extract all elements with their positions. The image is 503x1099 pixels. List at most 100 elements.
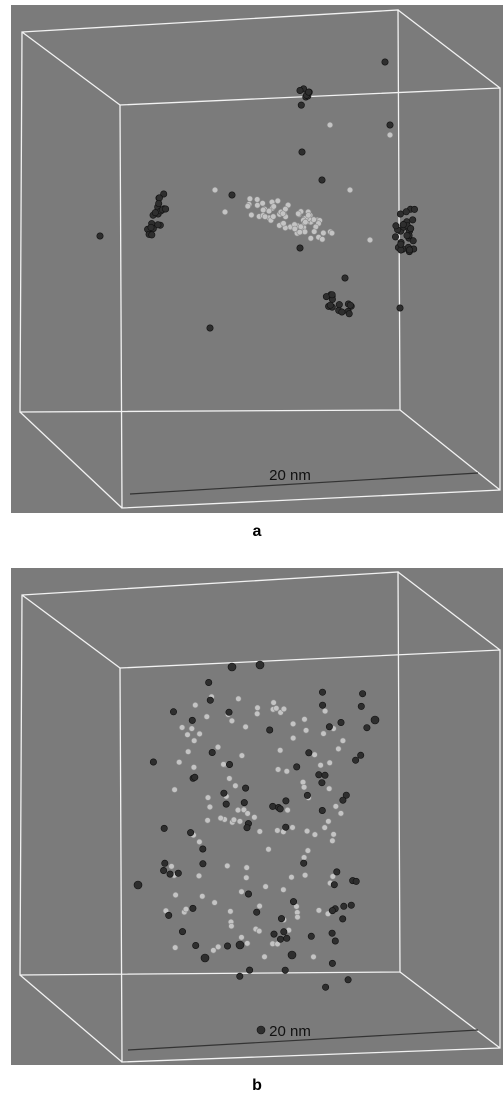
atom — [353, 878, 359, 884]
atom — [179, 725, 185, 731]
atom — [322, 772, 328, 778]
atom — [281, 929, 287, 935]
atom — [215, 944, 221, 950]
atom — [280, 211, 286, 217]
atom — [190, 905, 196, 911]
atom — [172, 787, 178, 793]
atom — [152, 209, 158, 215]
atom — [260, 207, 266, 213]
atom — [224, 943, 230, 949]
atom — [338, 719, 344, 725]
atom — [306, 213, 312, 219]
atom — [410, 238, 416, 244]
atom — [255, 203, 261, 209]
atom — [316, 908, 322, 914]
atom — [289, 874, 295, 880]
atom — [212, 187, 218, 193]
atom — [321, 731, 327, 737]
atom — [228, 909, 234, 915]
atom — [348, 902, 354, 908]
atom — [322, 825, 328, 831]
atom — [245, 811, 251, 817]
atom — [364, 725, 370, 731]
atom — [204, 714, 210, 720]
atom — [371, 716, 379, 724]
atom — [205, 818, 211, 824]
atom — [339, 309, 345, 315]
atom — [301, 855, 307, 861]
atom — [318, 762, 324, 768]
atom — [288, 951, 296, 959]
atom — [358, 752, 364, 758]
atom — [254, 197, 260, 203]
atom — [242, 785, 248, 791]
atom — [331, 882, 337, 888]
atom — [262, 954, 268, 960]
atom — [244, 825, 250, 831]
atom — [304, 828, 310, 834]
atom — [257, 903, 263, 909]
atom — [267, 727, 273, 733]
atom — [245, 941, 251, 947]
atom — [207, 804, 213, 810]
atom — [292, 226, 298, 232]
atom — [237, 819, 243, 825]
atom — [316, 772, 322, 778]
atom — [155, 222, 161, 228]
atom — [271, 214, 277, 220]
atom — [332, 938, 338, 944]
atom — [249, 212, 255, 218]
atom — [321, 230, 327, 236]
scale-label: 20 nm — [269, 1023, 311, 1040]
atom — [254, 711, 260, 717]
atom — [161, 825, 167, 831]
atom — [149, 232, 155, 238]
atom — [281, 221, 287, 227]
atom — [329, 907, 335, 913]
atom — [252, 815, 258, 821]
caption: a — [253, 523, 262, 540]
atom — [241, 799, 247, 805]
atom — [329, 230, 335, 236]
atom — [263, 884, 269, 890]
atom — [275, 828, 281, 834]
atom — [311, 954, 317, 960]
atom — [336, 746, 342, 752]
atom — [403, 209, 409, 215]
atom — [237, 973, 243, 979]
scale-label: 20 nm — [269, 467, 311, 484]
atom — [312, 832, 318, 838]
atom — [275, 767, 281, 773]
atom — [290, 735, 296, 741]
atom — [201, 954, 209, 962]
panel-b: 20 nm b — [11, 568, 503, 1094]
atom — [387, 132, 393, 138]
atom — [175, 870, 181, 876]
atom — [336, 301, 342, 307]
atom — [294, 764, 300, 770]
atom — [166, 912, 172, 918]
atom — [283, 798, 289, 804]
atom — [330, 838, 336, 844]
atom — [162, 206, 168, 212]
atom — [367, 237, 373, 243]
atom — [301, 860, 307, 866]
atom — [229, 192, 235, 198]
atom — [359, 691, 365, 697]
atom — [308, 236, 314, 242]
atom — [338, 811, 344, 817]
atom — [311, 229, 317, 235]
atom — [97, 233, 103, 239]
atom — [305, 848, 311, 854]
atom — [226, 761, 232, 767]
atom — [260, 201, 266, 207]
atom — [302, 872, 308, 878]
caption: b — [252, 1077, 262, 1094]
atom — [187, 829, 193, 835]
atom — [227, 776, 233, 782]
atom — [329, 960, 335, 966]
atom — [207, 697, 213, 703]
atom — [387, 122, 393, 128]
atom — [235, 807, 241, 813]
figure: 20 nm a 20 nm b — [0, 0, 503, 1099]
